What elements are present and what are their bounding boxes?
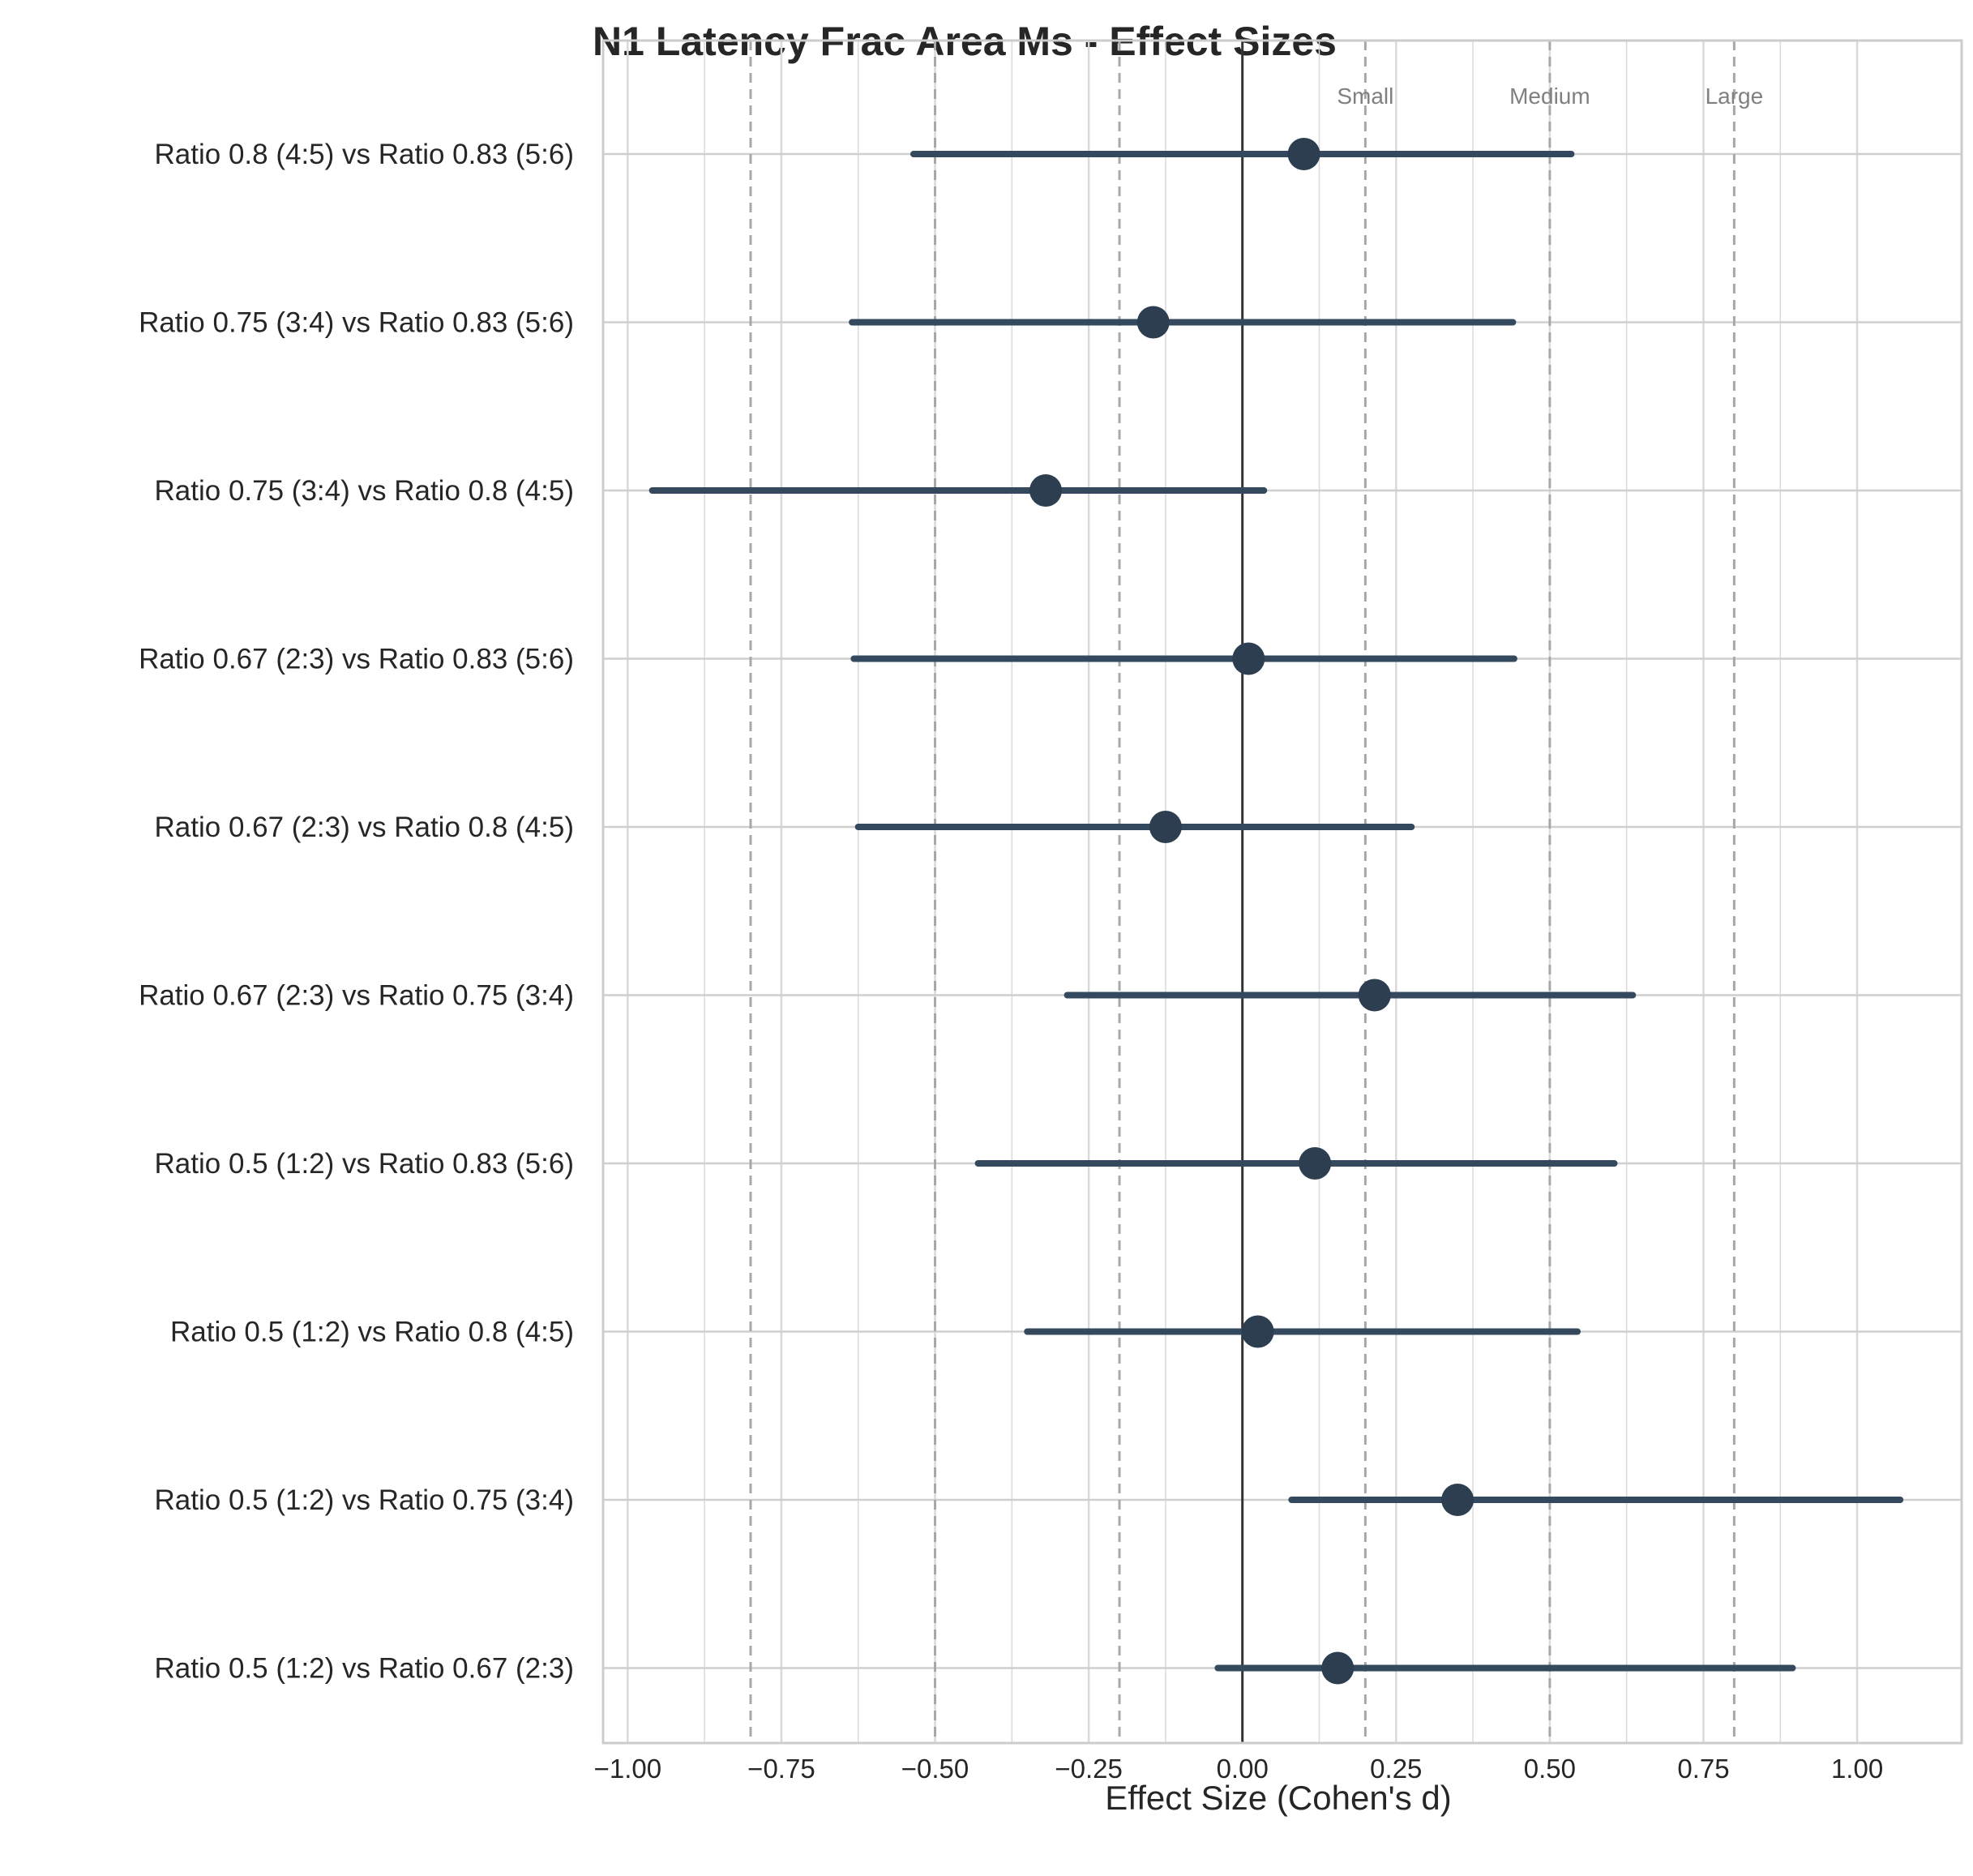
effect-point xyxy=(1232,642,1265,675)
x-tick-label: 0.00 xyxy=(1217,1754,1269,1784)
reference-label: Medium xyxy=(1509,84,1590,109)
x-tick-label: −1.00 xyxy=(594,1754,662,1784)
plot-frame xyxy=(601,39,1963,1745)
y-tick-labels: Ratio 0.8 (4:5) vs Ratio 0.83 (5:6) Ratio… xyxy=(139,139,574,1685)
effect-point xyxy=(1241,1315,1274,1348)
y-tick-label: Ratio 0.5 (1:2) vs Ratio 0.83 (5:6) xyxy=(155,1148,574,1180)
effect-point xyxy=(1441,1484,1474,1516)
y-tick-label: Ratio 0.67 (2:3) vs Ratio 0.75 (3:4) xyxy=(139,980,574,1012)
effect-point xyxy=(1149,811,1182,843)
y-tick-label: Ratio 0.75 (3:4) vs Ratio 0.8 (4:5) xyxy=(155,475,574,507)
x-tick-label: −0.25 xyxy=(1055,1754,1123,1784)
effect-point xyxy=(1321,1651,1355,1685)
x-tick-label: −0.75 xyxy=(747,1754,815,1784)
y-tick-label: Ratio 0.5 (1:2) vs Ratio 0.8 (4:5) xyxy=(170,1317,574,1348)
x-tick-label: 1.00 xyxy=(1831,1754,1883,1784)
effect-point xyxy=(1299,1147,1332,1180)
reference-label: Large xyxy=(1706,84,1764,109)
y-tick-label: Ratio 0.67 (2:3) vs Ratio 0.83 (5:6) xyxy=(139,644,574,675)
x-tick-label: 0.75 xyxy=(1677,1754,1729,1784)
x-tick-label: 0.25 xyxy=(1370,1754,1422,1784)
effect-points xyxy=(1029,138,1474,1685)
y-tick-label: Ratio 0.8 (4:5) vs Ratio 0.83 (5:6) xyxy=(155,139,574,170)
effect-point xyxy=(1358,979,1391,1012)
x-axis-label: Effect Size (Cohen's d) xyxy=(1105,1779,1451,1817)
reference-lines: Small Medium Large xyxy=(749,41,1764,1743)
y-tick-label: Ratio 0.5 (1:2) vs Ratio 0.75 (3:4) xyxy=(155,1484,574,1516)
x-tick-label: −0.50 xyxy=(901,1754,969,1784)
grid-layer xyxy=(603,41,1962,1743)
y-tick-label: Ratio 0.5 (1:2) vs Ratio 0.67 (2:3) xyxy=(155,1653,574,1685)
x-tick-labels: −1.00 −0.75 −0.50 −0.25 0.00 0.25 0.50 0.75 1.00 xyxy=(594,1754,1884,1784)
y-tick-label: Ratio 0.75 (3:4) vs Ratio 0.83 (5:6) xyxy=(139,307,574,339)
effect-point xyxy=(1287,138,1320,170)
reference-label: Small xyxy=(1337,84,1393,109)
y-tick-label: Ratio 0.67 (2:3) vs Ratio 0.8 (4:5) xyxy=(155,812,574,843)
effect-point xyxy=(1029,474,1063,507)
x-tick-label: 0.50 xyxy=(1524,1754,1576,1784)
effect-point xyxy=(1136,306,1170,339)
confidence-intervals xyxy=(648,151,1904,1672)
